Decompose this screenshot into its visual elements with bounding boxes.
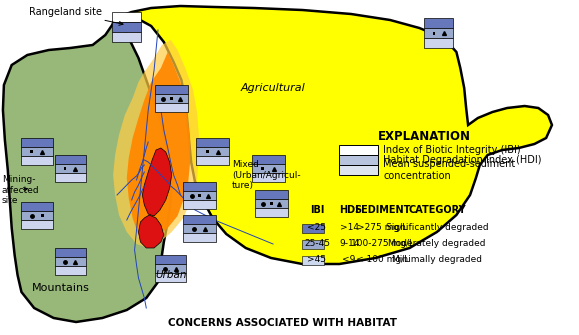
Text: <25: <25 xyxy=(307,223,327,232)
Bar xyxy=(433,31,435,35)
Bar xyxy=(21,156,53,165)
Text: Mining-
affected
site: Mining- affected site xyxy=(2,175,39,205)
Polygon shape xyxy=(138,215,164,248)
Text: Minimally degraded: Minimally degraded xyxy=(392,256,482,265)
Bar xyxy=(302,223,324,232)
Text: IBI: IBI xyxy=(310,205,324,215)
Polygon shape xyxy=(3,18,171,322)
Bar xyxy=(252,173,285,182)
Text: Habitat Degradation Index (HDI): Habitat Degradation Index (HDI) xyxy=(383,155,542,165)
Bar xyxy=(112,12,141,22)
Polygon shape xyxy=(142,148,171,216)
Text: Rangeland site: Rangeland site xyxy=(30,7,123,25)
Bar xyxy=(339,155,379,165)
Bar xyxy=(339,165,379,175)
Bar xyxy=(339,145,379,155)
Polygon shape xyxy=(127,52,190,240)
Polygon shape xyxy=(113,40,199,248)
Text: SEDIMENT: SEDIMENT xyxy=(354,205,411,215)
Bar xyxy=(424,28,453,38)
Bar xyxy=(155,94,188,103)
Text: EXPLANATION: EXPLANATION xyxy=(378,130,471,143)
Bar xyxy=(54,164,86,173)
Text: Urban: Urban xyxy=(155,270,186,280)
Bar xyxy=(155,273,186,282)
Text: Mountains: Mountains xyxy=(31,283,89,293)
Bar xyxy=(54,173,86,182)
Polygon shape xyxy=(115,6,552,264)
Bar xyxy=(184,233,217,242)
Bar xyxy=(255,208,288,217)
Bar xyxy=(261,167,264,170)
Text: 25-45: 25-45 xyxy=(304,240,330,249)
Bar xyxy=(21,202,53,211)
Bar xyxy=(54,266,86,275)
Bar xyxy=(270,202,273,205)
Bar xyxy=(184,224,217,233)
Bar xyxy=(255,190,288,199)
Text: Significantly degraded: Significantly degraded xyxy=(386,223,488,232)
Bar xyxy=(196,138,229,147)
Bar xyxy=(199,194,201,197)
Text: Mixed
(Urban/Agricul-
ture): Mixed (Urban/Agricul- ture) xyxy=(232,160,301,190)
Bar xyxy=(41,214,44,217)
Bar xyxy=(112,32,141,42)
Bar xyxy=(424,18,453,28)
Text: HDI: HDI xyxy=(339,205,359,215)
Bar xyxy=(170,97,173,100)
Bar xyxy=(184,215,217,224)
Bar xyxy=(21,211,53,220)
Bar xyxy=(112,22,141,32)
Text: >275 mg/L: >275 mg/L xyxy=(357,223,408,232)
Text: Index of Biotic Integrity (IBI): Index of Biotic Integrity (IBI) xyxy=(383,145,521,155)
Text: 9-14: 9-14 xyxy=(339,240,360,249)
Bar xyxy=(54,257,86,266)
Bar xyxy=(424,38,453,48)
Bar xyxy=(184,182,217,191)
Bar xyxy=(30,150,34,153)
Text: < 100 mg/L: < 100 mg/L xyxy=(356,256,409,265)
Bar xyxy=(184,200,217,209)
Text: 100-275 mg/L: 100-275 mg/L xyxy=(351,240,414,249)
Bar xyxy=(21,138,53,147)
Bar xyxy=(252,155,285,164)
Text: Agricultural: Agricultural xyxy=(241,83,306,93)
Bar xyxy=(155,264,186,273)
Text: CONCERNS ASSOCIATED WITH HABITAT: CONCERNS ASSOCIATED WITH HABITAT xyxy=(168,318,397,328)
Bar xyxy=(302,240,324,249)
Text: Moderately degraded: Moderately degraded xyxy=(388,240,486,249)
Bar xyxy=(54,155,86,164)
Bar xyxy=(155,85,188,94)
Bar xyxy=(155,255,186,264)
Text: >14: >14 xyxy=(340,223,358,232)
Text: >45: >45 xyxy=(307,256,327,265)
Bar xyxy=(196,147,229,156)
Bar xyxy=(255,199,288,208)
Bar xyxy=(206,150,208,153)
Bar xyxy=(196,156,229,165)
Bar xyxy=(184,191,217,200)
Text: <9: <9 xyxy=(342,256,356,265)
Bar xyxy=(155,103,188,112)
Text: Mean suspended-sediment
concentration: Mean suspended-sediment concentration xyxy=(383,159,515,181)
Bar xyxy=(252,164,285,173)
Text: CATEGORY: CATEGORY xyxy=(408,205,466,215)
Bar xyxy=(21,220,53,229)
Bar xyxy=(21,147,53,156)
Bar xyxy=(302,256,324,265)
Bar xyxy=(64,167,67,170)
Bar xyxy=(54,248,86,257)
